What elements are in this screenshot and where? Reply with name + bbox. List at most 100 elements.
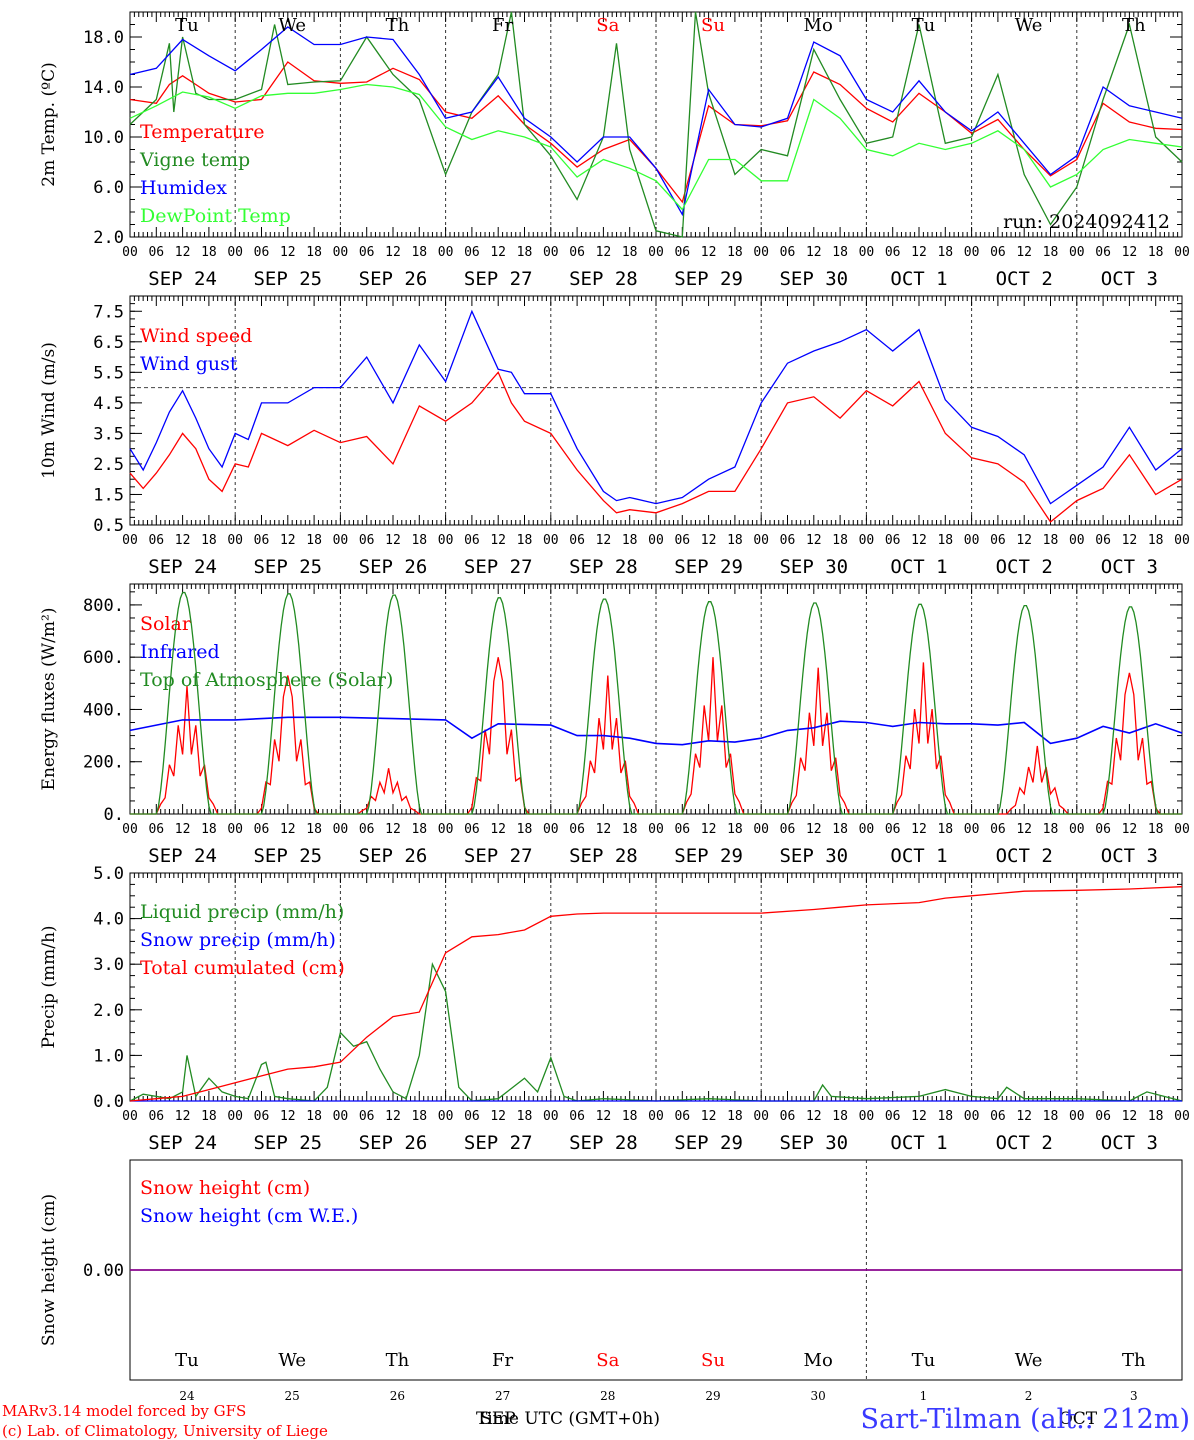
hour-tick-label: 00 [753,822,769,837]
hour-tick-label: 18 [832,533,848,548]
panel-energy: 0. 200. 400. 600. 800. Energy fluxes (W/m²) So… [39,583,1190,867]
day-number-label: 28 [600,1389,615,1403]
y-tick-label: 0.5 [93,516,124,536]
series-line [129,716,1183,746]
hour-tick-label: 00 [122,533,138,548]
date-label: SEP 29 [674,556,743,578]
date-label: SEP 28 [569,1132,638,1154]
hour-tick-label: 12 [596,533,612,548]
hour-tick-label: 18 [727,822,743,837]
hour-tick-label: 00 [122,822,138,837]
hour-tick-label: 18 [727,533,743,548]
weekday-label: Su [701,15,725,36]
weekday-label: Th [386,15,410,36]
date-label: SEP 30 [779,1132,848,1154]
legend-entry: Top of Atmosphere (Solar) [140,669,393,691]
date-label: SEP 25 [253,845,322,867]
hour-tick-label: 12 [596,1109,612,1124]
y-tick-label: 3.5 [93,424,124,444]
hour-tick-label: 18 [411,822,427,837]
hour-tick-label: 00 [964,1109,980,1124]
hour-tick-label: 00 [1174,533,1190,548]
weekday-label: We [1015,15,1043,36]
hour-tick-label: 06 [674,533,690,548]
hour-tick-label: 06 [674,245,690,260]
hour-tick-label: 18 [1043,1109,1059,1124]
day-number-label: 24 [179,1389,195,1403]
hour-tick-label: 00 [648,245,664,260]
hour-tick-label: 18 [306,533,322,548]
hour-tick-label: 00 [648,1109,664,1124]
hour-tick-label: 18 [201,245,217,260]
hour-tick-label: 12 [911,533,927,548]
hour-tick-label: 18 [937,533,953,548]
y-tick-label: 1.0 [93,1046,124,1066]
date-label: SEP 25 [253,1132,322,1154]
date-label: SEP 24 [148,845,217,867]
day-number-label: 30 [811,1389,826,1403]
hour-tick-label: 12 [1122,1109,1138,1124]
weekday-label: Th [386,1350,410,1371]
y-tick-label: 200. [83,753,124,773]
hour-tick-label: 06 [254,1109,270,1124]
panel-wind: 0.5 1.5 2.5 3.5 4.5 5.5 6.5 7.5 10m Wind (m/s) Wi… [39,295,1190,578]
day-number-label: 3 [1130,1389,1138,1403]
hour-tick-label: 06 [1095,245,1111,260]
hour-tick-label: 06 [569,1109,585,1124]
panel-snow: 0.00 Snow height (cm) Snow height (cm) Snow… [39,1159,1183,1403]
hour-tick-label: 00 [1174,822,1190,837]
hour-tick-label: 12 [490,1109,506,1124]
hour-tick-label: 00 [1174,245,1190,260]
hour-tick-label: 00 [859,822,875,837]
y-tick-label: 1.5 [93,485,124,505]
hour-tick-label: 00 [1069,1109,1085,1124]
hour-tick-label: 12 [1122,245,1138,260]
hour-tick-label: 00 [1174,1109,1190,1124]
y-tick-label: 4.5 [93,394,124,414]
hour-tick-label: 00 [543,533,559,548]
hour-tick-label: 18 [517,1109,533,1124]
hour-tick-label: 06 [990,822,1006,837]
hour-tick-label: 00 [122,1109,138,1124]
legend-entry: Infrared [140,641,220,663]
hour-tick-label: 00 [648,822,664,837]
hour-tick-label: 00 [333,245,349,260]
y-tick-label: 2.0 [93,228,124,248]
hour-tick-label: 12 [490,245,506,260]
hour-tick-label: 18 [622,245,638,260]
hour-tick-label: 06 [569,533,585,548]
date-label: SEP 26 [359,1132,428,1154]
date-label: SEP 26 [359,268,428,290]
hour-tick-label: 12 [806,822,822,837]
month-label-oct: OCT [1059,1409,1098,1429]
date-label: SEP 28 [569,268,638,290]
hour-tick-label: 18 [832,1109,848,1124]
hour-tick-label: 00 [648,533,664,548]
hour-tick-label: 06 [674,822,690,837]
date-label: SEP 27 [464,268,533,290]
hour-tick-label: 12 [701,822,717,837]
date-label: SEP 27 [464,1132,533,1154]
hour-tick-label: 18 [306,245,322,260]
run-label: run: 2024092412 [1003,211,1170,233]
hour-tick-label: 00 [1069,533,1085,548]
hour-tick-label: 12 [385,1109,401,1124]
hour-tick-label: 18 [832,822,848,837]
hour-tick-label: 12 [280,822,296,837]
hour-tick-label: 06 [1095,533,1111,548]
date-label: OCT 3 [1101,268,1158,290]
legend-entry: Humidex [140,177,227,199]
hour-tick-label: 12 [911,822,927,837]
weekday-label: Fr [492,1350,513,1371]
y-tick-label: 10.0 [83,128,124,148]
hour-tick-label: 00 [859,1109,875,1124]
hour-tick-label: 18 [622,533,638,548]
hour-tick-label: 06 [464,1109,480,1124]
hour-tick-label: 12 [385,245,401,260]
y-tick-label: 0.0 [93,1092,124,1112]
hour-tick-label: 06 [990,1109,1006,1124]
hour-tick-label: 06 [464,533,480,548]
hour-tick-label: 06 [569,245,585,260]
hour-tick-label: 18 [832,245,848,260]
